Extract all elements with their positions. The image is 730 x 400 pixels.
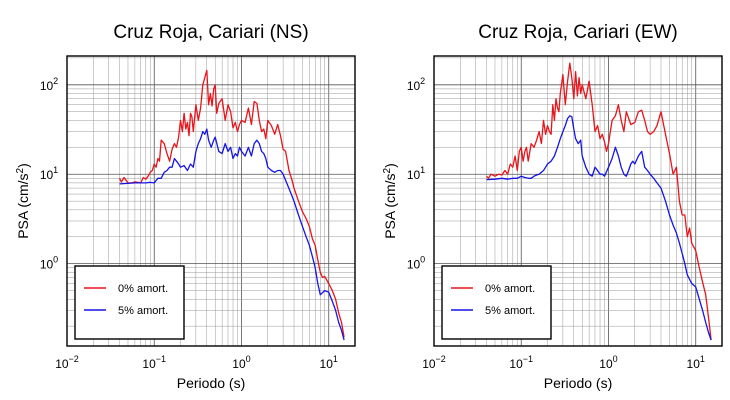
series-group — [486, 62, 712, 341]
series-line-5pct — [119, 128, 345, 341]
y-axis-label: PSA (cm/s2) — [382, 163, 398, 239]
legend-label-0pct: 0% amort. — [118, 283, 168, 295]
series-line-5pct — [486, 115, 712, 341]
x-tick-label: 101 — [687, 354, 705, 371]
plot-frame — [66, 55, 356, 347]
chart-title: Cruz Roja, Cariari (NS) — [113, 22, 308, 43]
x-tick-label: 10−2 — [55, 354, 79, 371]
legend-box — [74, 265, 185, 340]
x-tick-label: 100 — [232, 354, 250, 371]
x-tick-labels: 10−2 10−1 100 101 — [422, 354, 705, 371]
series-group — [118, 69, 345, 341]
y-tick-label: 100 — [40, 255, 58, 272]
x-tick-label: 10−1 — [142, 354, 166, 371]
legend-box — [441, 265, 552, 340]
y-tick-label: 101 — [407, 165, 425, 182]
plot-frame — [433, 55, 723, 347]
x-tick-label: 101 — [320, 354, 338, 371]
legend-label-5pct: 5% amort. — [118, 305, 168, 317]
x-tick-label: 10−1 — [509, 354, 533, 371]
series-line-0pct — [486, 62, 712, 341]
y-tick-label: 100 — [407, 255, 425, 272]
chart-title: Cruz Roja, Cariari (EW) — [478, 22, 678, 43]
y-axis-label: PSA (cm/s2) — [15, 163, 31, 239]
chart-panel-ew: Cruz Roja, Cariari (EW) 10−2 10−1 100 101 1… — [382, 22, 723, 391]
chart-panel-ns: Cruz Roja, Cariari (NS) 10−2 10−1 100 101 1… — [15, 22, 356, 391]
y-tick-labels: 100 101 102 — [407, 76, 425, 272]
series-line-0pct — [118, 69, 345, 338]
legend-label-5pct: 5% amort. — [485, 305, 535, 317]
x-axis-label: Periodo (s) — [177, 375, 245, 391]
y-tick-label: 102 — [40, 76, 58, 93]
x-tick-labels: 10−2 10−1 100 101 — [55, 354, 338, 371]
legend: 0% amort. 5% amort. — [441, 265, 552, 340]
y-tick-label: 102 — [407, 76, 425, 93]
x-tick-label: 100 — [599, 354, 617, 371]
y-tick-label: 101 — [40, 165, 58, 182]
x-tick-label: 10−2 — [422, 354, 446, 371]
legend-label-0pct: 0% amort. — [485, 283, 535, 295]
x-axis-label: Periodo (s) — [544, 375, 612, 391]
legend: 0% amort. 5% amort. — [74, 265, 185, 340]
y-tick-labels: 100 101 102 — [40, 76, 58, 272]
